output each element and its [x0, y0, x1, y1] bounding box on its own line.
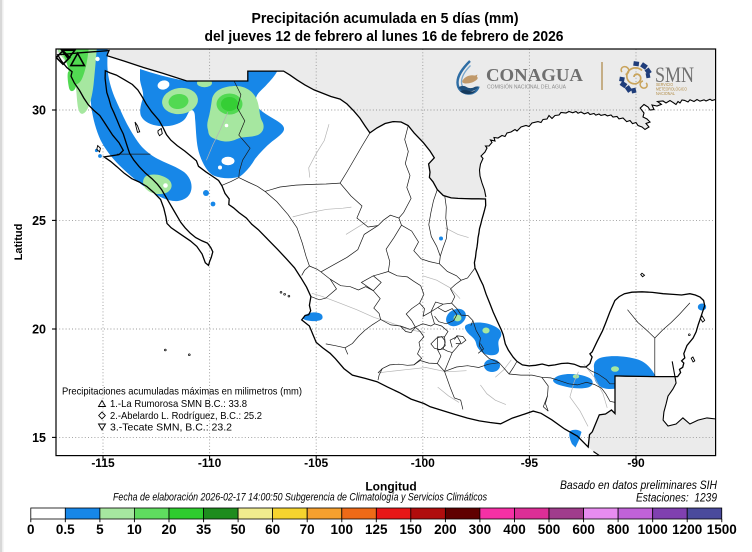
svg-text:Fecha de elaboración 2026-02-1: Fecha de elaboración 2026-02-17 14:00:50… — [113, 492, 487, 504]
svg-text:Precipitación acumulada en 5 d: Precipitación acumulada en 5 días (mm) — [252, 11, 519, 27]
svg-text:800: 800 — [607, 522, 630, 537]
svg-text:500: 500 — [538, 522, 561, 537]
svg-text:1500: 1500 — [707, 522, 737, 537]
svg-text:Basado en datos preliminares S: Basado en datos preliminares SIH — [560, 478, 717, 492]
svg-text:-115: -115 — [91, 456, 115, 470]
svg-text:60: 60 — [265, 522, 280, 537]
svg-text:2.-Abelardo L. Rodríguez, B.C.: 2.-Abelardo L. Rodríguez, B.C.: 25.2 — [110, 410, 262, 422]
svg-text:SMN: SMN — [655, 62, 694, 87]
svg-text:METEOROLÓGICO: METEOROLÓGICO — [656, 86, 687, 92]
svg-text:300: 300 — [469, 522, 492, 537]
svg-text:1000: 1000 — [638, 522, 668, 537]
svg-text:-105: -105 — [304, 456, 328, 470]
svg-text:CONAGUA: CONAGUA — [486, 65, 583, 85]
svg-text:NACIONAL: NACIONAL — [656, 91, 675, 96]
svg-text:70: 70 — [300, 522, 315, 537]
svg-text:1200: 1200 — [672, 522, 702, 537]
svg-text:del jueves 12 de febrero al lu: del jueves 12 de febrero al lunes 16 de … — [205, 29, 564, 45]
svg-text:10: 10 — [127, 522, 142, 537]
svg-text:-100: -100 — [411, 456, 435, 470]
svg-text:25: 25 — [32, 214, 46, 228]
svg-text:50: 50 — [231, 522, 246, 537]
svg-text:Precipitaciones acumuladas máx: Precipitaciones acumuladas máximas en mi… — [62, 386, 302, 398]
svg-text:0.5: 0.5 — [56, 522, 75, 537]
svg-text:1.-La Rumorosa SMN B.C.: 33.8: 1.-La Rumorosa SMN B.C.: 33.8 — [110, 398, 247, 410]
svg-text:600: 600 — [572, 522, 595, 537]
svg-text:SERVICIO: SERVICIO — [656, 82, 673, 87]
svg-text:20: 20 — [32, 323, 46, 337]
svg-text:15: 15 — [32, 431, 46, 445]
svg-text:-90: -90 — [627, 456, 645, 470]
svg-text:150: 150 — [400, 522, 423, 537]
svg-text:5: 5 — [96, 522, 104, 537]
svg-text:-110: -110 — [198, 456, 222, 470]
svg-text:Estaciones: 1239: Estaciones: 1239 — [636, 491, 717, 505]
svg-text:30: 30 — [32, 104, 46, 118]
svg-text:100: 100 — [331, 522, 354, 537]
svg-text:-95: -95 — [521, 456, 539, 470]
svg-text:125: 125 — [365, 522, 388, 537]
svg-text:Latitud: Latitud — [13, 224, 25, 261]
svg-text:3.-Tecate SMN, B.C.: 23.2: 3.-Tecate SMN, B.C.: 23.2 — [110, 422, 232, 434]
svg-text:COMISIÓN NACIONAL DEL AGUA: COMISIÓN NACIONAL DEL AGUA — [487, 84, 567, 91]
svg-text:Longitud: Longitud — [365, 480, 416, 494]
svg-text:20: 20 — [161, 522, 176, 537]
svg-text:35: 35 — [196, 522, 212, 537]
svg-text:200: 200 — [434, 522, 457, 537]
svg-text:400: 400 — [503, 522, 526, 537]
svg-text:0: 0 — [27, 522, 35, 537]
